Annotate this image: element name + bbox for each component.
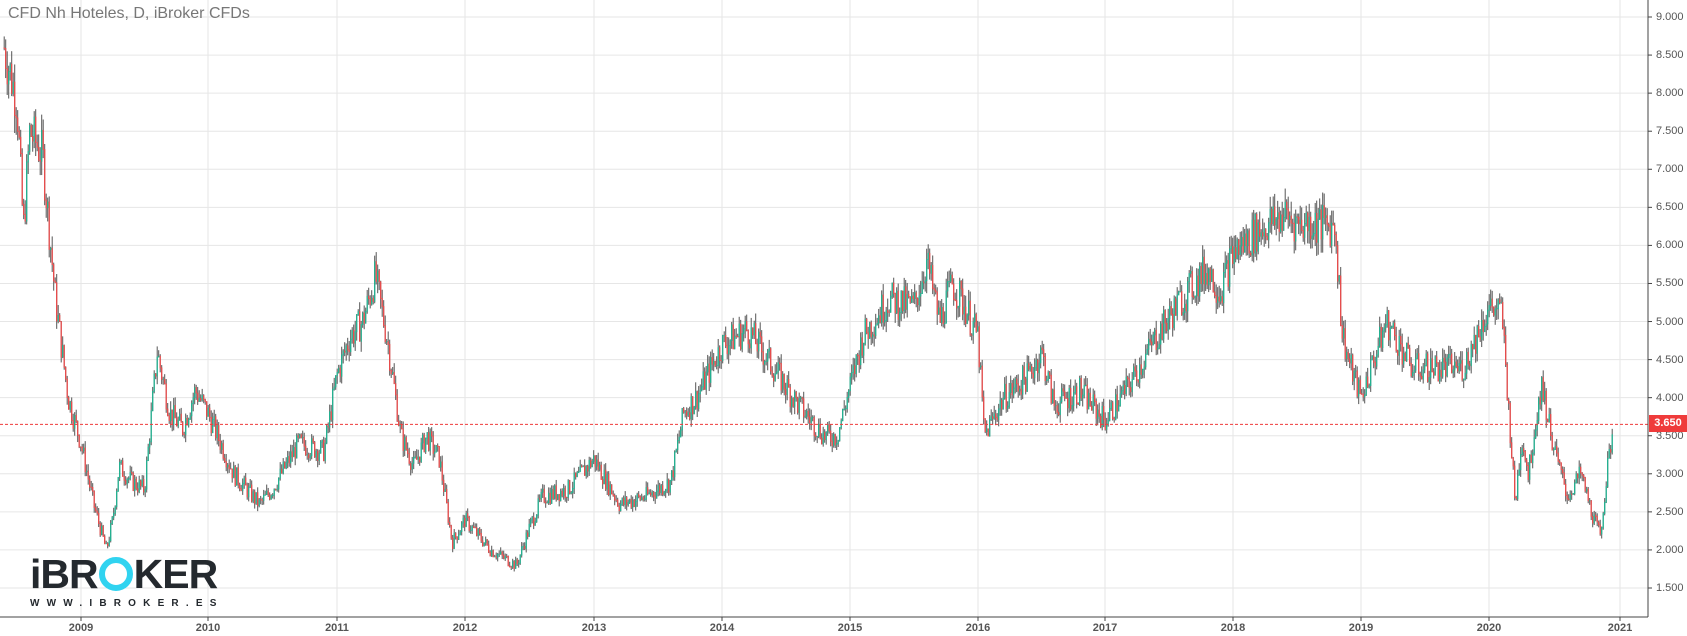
- candles: [3, 36, 1613, 572]
- y-axis-label: 9.000: [1656, 11, 1684, 23]
- x-axis-label: 2021: [1607, 622, 1633, 634]
- x-axis-label: 2018: [1220, 622, 1246, 634]
- y-axis-label: 4.000: [1656, 391, 1684, 404]
- chart-title: CFD Nh Hoteles, D, iBroker CFDs: [8, 5, 250, 22]
- logo-ring-icon: [98, 557, 133, 591]
- y-axis-label: 5.000: [1656, 315, 1684, 328]
- y-axis-label: 8.500: [1656, 49, 1684, 62]
- y-axis-label: 1.500: [1656, 582, 1684, 594]
- y-axis-label: 8.000: [1656, 87, 1684, 100]
- x-axis-label: 2011: [325, 622, 349, 634]
- y-axis-label: 5.500: [1656, 277, 1684, 290]
- logo-wordmark: iBR KER: [30, 551, 224, 597]
- x-axis-label: 2016: [965, 622, 991, 634]
- y-axis-label: 6.500: [1656, 201, 1684, 214]
- y-axis-label: 3.500: [1656, 429, 1684, 442]
- y-axis-label: 6.000: [1656, 239, 1684, 252]
- logo-text-suffix: KER: [133, 551, 219, 597]
- y-axis-label: 2.500: [1656, 505, 1684, 518]
- x-axis-label: 2020: [1476, 622, 1502, 634]
- y-axis-label: 7.000: [1656, 163, 1684, 176]
- logo-url: WWW.IBROKER.ES: [30, 598, 224, 609]
- last-price-badge: 3.650: [1649, 415, 1687, 432]
- x-axis-label: 2013: [581, 622, 607, 634]
- x-axis-label: 2017: [1092, 622, 1118, 634]
- x-axis-label: 2010: [195, 622, 221, 634]
- x-axis-label: 2015: [837, 622, 863, 634]
- axis-ticks: [80, 16, 1652, 621]
- y-axis-label: 2.000: [1656, 543, 1684, 556]
- ibroker-logo: iBR KER WWW.IBROKER.ES: [30, 551, 224, 610]
- x-axis-label: 2014: [709, 622, 735, 634]
- x-axis-label: 2012: [452, 622, 478, 634]
- y-axis-label: 3.000: [1656, 467, 1684, 480]
- y-axis-label: 4.500: [1656, 353, 1684, 366]
- grid-lines: [0, 0, 1648, 617]
- logo-text-prefix: iBR: [30, 551, 99, 597]
- x-axis-label: 2019: [1348, 622, 1374, 634]
- x-axis-label: 2009: [68, 622, 94, 634]
- y-axis-label: 7.500: [1656, 125, 1684, 138]
